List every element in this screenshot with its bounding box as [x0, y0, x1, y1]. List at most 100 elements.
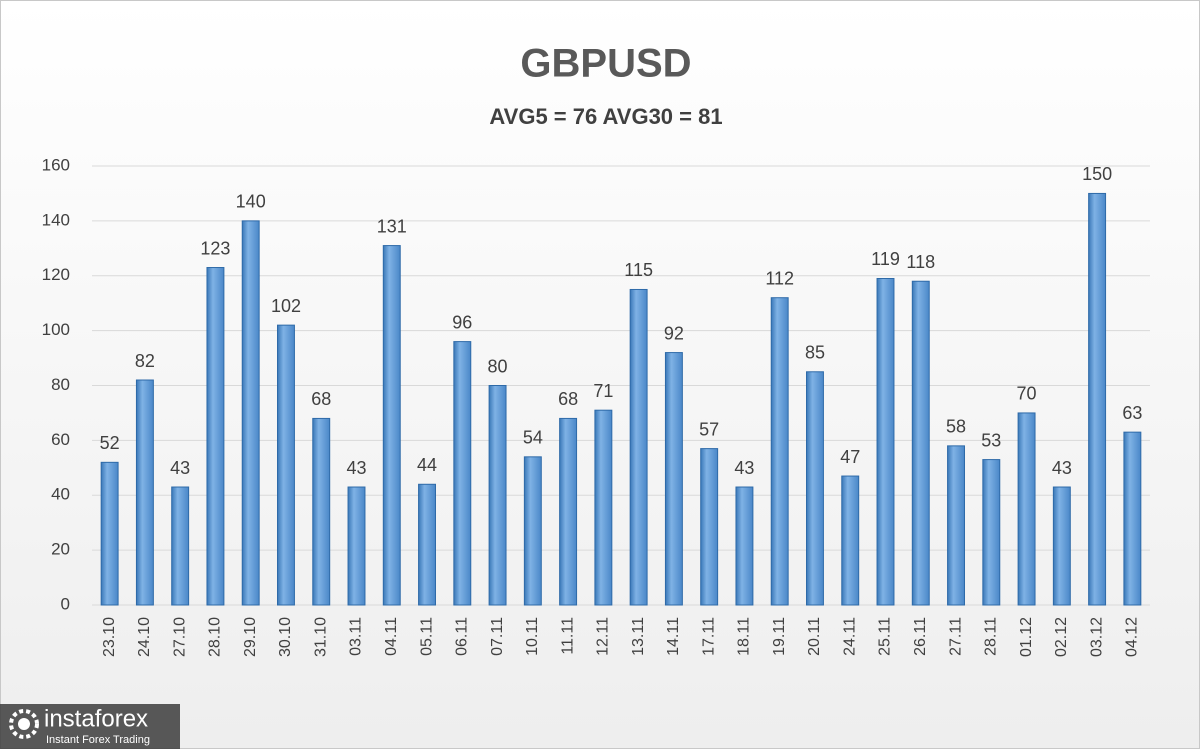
- watermark-logo: [9, 709, 39, 739]
- data-label: 68: [558, 389, 578, 409]
- data-label: 123: [200, 238, 230, 258]
- data-label: 96: [452, 312, 472, 332]
- x-tick-label: 13.11: [630, 617, 647, 656]
- bar: [347, 486, 366, 606]
- bar: [559, 417, 578, 606]
- bar: [1088, 192, 1107, 606]
- x-tick-label: 24.11: [841, 617, 858, 656]
- watermark-tagline: Instant Forex Trading: [46, 734, 150, 746]
- x-tick-label: 01.12: [1018, 617, 1035, 657]
- x-tick-label: 31.10: [312, 617, 329, 657]
- bar: [947, 445, 965, 606]
- bar: [206, 267, 225, 606]
- y-tick-label: 100: [42, 320, 70, 339]
- x-tick-label: 10.11: [524, 617, 541, 656]
- y-tick-label: 20: [51, 540, 70, 559]
- x-tick-label: 06.11: [454, 617, 471, 656]
- data-label: 82: [135, 351, 155, 371]
- x-tick-label: 26.11: [912, 617, 929, 656]
- y-tick-label: 40: [51, 485, 70, 504]
- data-label: 58: [946, 417, 966, 437]
- y-tick-label: 80: [51, 375, 70, 394]
- data-label: 118: [906, 252, 935, 272]
- bar: [1017, 412, 1036, 606]
- bar: [135, 379, 154, 606]
- bar: [876, 277, 895, 606]
- data-label: 43: [170, 458, 190, 478]
- data-label: 57: [699, 419, 719, 439]
- y-tick-label: 160: [42, 155, 70, 174]
- data-label: 47: [840, 447, 860, 467]
- x-tick-label: 03.12: [1088, 617, 1105, 657]
- x-tick-label: 02.12: [1053, 617, 1070, 657]
- bar: [629, 288, 648, 606]
- data-label: 119: [871, 249, 900, 269]
- data-label: 63: [1122, 403, 1142, 423]
- x-tick-label: 05.11: [418, 617, 435, 656]
- bar: [911, 280, 930, 606]
- x-tick-label: 07.11: [489, 617, 506, 656]
- x-tick-label: 11.11: [559, 617, 576, 655]
- data-label: 43: [734, 458, 754, 478]
- y-tick-label: 0: [61, 594, 70, 613]
- x-tick-label: 28.10: [207, 617, 224, 657]
- data-label: 43: [346, 458, 366, 478]
- data-label: 80: [488, 356, 508, 376]
- x-tick-label: 17.11: [700, 617, 717, 656]
- bar: [594, 409, 613, 606]
- bar: [770, 297, 789, 606]
- bar: [382, 245, 401, 606]
- data-label: 150: [1082, 164, 1112, 184]
- watermark: instaforex Instant Forex Trading: [0, 704, 180, 749]
- chart-title: GBPUSD: [520, 42, 691, 86]
- data-label: 54: [523, 428, 543, 448]
- bar: [523, 456, 542, 606]
- y-tick-label: 120: [42, 265, 70, 284]
- data-label: 68: [311, 389, 331, 409]
- x-tick-label: 04.11: [383, 617, 400, 656]
- data-label: 92: [664, 323, 684, 343]
- bar: [982, 459, 1001, 606]
- x-tick-label: 03.11: [348, 617, 365, 656]
- y-tick-label: 140: [42, 210, 70, 229]
- chart-subtitle: AVG5 = 76 AVG30 = 81: [489, 104, 722, 129]
- x-tick-label: 20.11: [806, 617, 823, 656]
- data-label: 53: [981, 430, 1001, 450]
- x-tick-label: 27.11: [947, 617, 964, 656]
- data-label: 85: [805, 343, 825, 363]
- bar: [171, 486, 190, 606]
- bar: [488, 385, 507, 606]
- x-tick-label: 24.10: [136, 617, 153, 657]
- bar: [1052, 486, 1071, 606]
- data-label: 102: [271, 296, 301, 316]
- bar: [735, 486, 754, 606]
- data-label: 71: [593, 381, 613, 401]
- bar: [841, 475, 860, 606]
- x-tick-label: 12.11: [595, 617, 612, 656]
- x-tick-label: 04.12: [1124, 617, 1141, 657]
- x-tick-label: 29.10: [242, 617, 259, 657]
- data-label: 112: [765, 268, 794, 288]
- bar: [1123, 431, 1142, 606]
- watermark-brand: instaforex: [44, 705, 148, 732]
- data-label: 43: [1052, 458, 1072, 478]
- bar: [664, 352, 683, 606]
- data-label: 131: [377, 216, 407, 236]
- x-tick-label: 18.11: [736, 617, 753, 656]
- x-tick-label: 19.11: [771, 617, 788, 656]
- bar: [418, 483, 436, 606]
- bar: [806, 371, 824, 606]
- x-tick-label: 28.11: [983, 617, 1000, 656]
- bar: [277, 324, 295, 606]
- bar: [312, 417, 331, 606]
- x-tick-label: 14.11: [665, 617, 682, 656]
- data-label: 140: [236, 192, 266, 212]
- bar: [100, 461, 119, 606]
- y-tick-label: 60: [51, 430, 70, 449]
- data-label: 52: [100, 433, 120, 453]
- data-label: 115: [624, 260, 653, 280]
- x-tick-label: 30.10: [277, 617, 294, 657]
- watermark-logo-core: [18, 718, 30, 730]
